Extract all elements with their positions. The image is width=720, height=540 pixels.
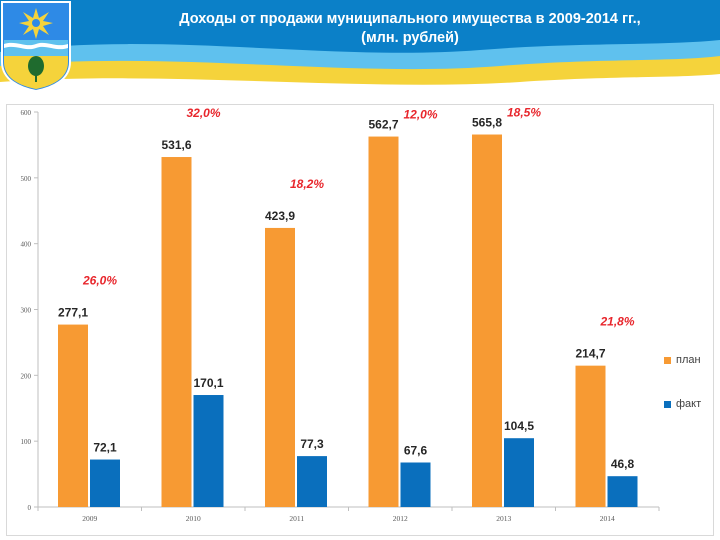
- bar-chart: 0 100 200 300 400 500 600 2009 277,1 72,1 26,0% 201…: [21, 106, 660, 523]
- percent-label-2012: 12,0%: [403, 108, 437, 122]
- bar-fact-2009: [90, 459, 120, 507]
- legend-swatch-plan: [664, 356, 671, 364]
- bar-plan-2011: [265, 227, 295, 507]
- y-tick-label-5: 500: [21, 175, 32, 183]
- x-tick-label-2011: 2011: [289, 514, 304, 523]
- bar-fact-2014: [607, 476, 638, 507]
- legend-label-plan: план: [676, 354, 701, 366]
- y-tick-label-4: 400: [21, 241, 32, 249]
- legend-swatch-fact: [664, 400, 671, 408]
- data-label-plan-2010: 531,6: [161, 138, 191, 152]
- header-background: [0, 0, 720, 108]
- header-banner: Доходы от продажи муниципального имущест…: [0, 0, 720, 108]
- x-tick-label-2009: 2009: [82, 514, 97, 523]
- percent-label-2010: 32,0%: [186, 106, 220, 120]
- title-line-2: (млн. рублей): [361, 30, 459, 46]
- data-label-fact-2011: 77,3: [300, 437, 324, 451]
- bar-fact-2011: [297, 456, 327, 507]
- data-label-fact-2014: 46,8: [611, 457, 635, 471]
- chart-area: 0 100 200 300 400 500 600 2009 277,1 72,1 26,0% 201…: [6, 104, 714, 536]
- y-tick-label-6: 600: [21, 109, 32, 117]
- x-tick-label-2012: 2012: [393, 514, 408, 523]
- x-tick-label-2010: 2010: [186, 514, 201, 523]
- x-tick-label-2014: 2014: [600, 514, 615, 523]
- data-label-plan-2013: 565,8: [472, 116, 502, 130]
- bar-fact-2013: [504, 438, 534, 507]
- percent-label-2013: 18,5%: [507, 106, 541, 120]
- bar-plan-2010: [161, 157, 192, 507]
- x-tick-label-2013: 2013: [496, 514, 511, 523]
- city-emblem-icon: [1, 1, 71, 92]
- title-line-1: Доходы от продажи муниципального имущест…: [179, 11, 641, 27]
- chart-title: Доходы от продажи муниципального имущест…: [110, 10, 710, 48]
- data-label-plan-2014: 214,7: [575, 347, 605, 361]
- legend-item-fact: факт: [664, 396, 701, 412]
- percent-label-2009: 26,0%: [82, 274, 117, 288]
- bar-fact-2012: [400, 462, 431, 507]
- data-label-fact-2012: 67,6: [404, 443, 428, 457]
- percent-label-2011: 18,2%: [290, 177, 324, 191]
- y-tick-label-0: 0: [28, 504, 32, 512]
- legend: план факт: [664, 352, 701, 440]
- bar-plan-2009: [58, 324, 88, 507]
- data-label-fact-2009: 72,1: [93, 441, 117, 455]
- data-label-plan-2011: 423,9: [265, 209, 295, 223]
- bar-plan-2014: [575, 365, 606, 507]
- data-label-plan-2012: 562,7: [368, 118, 398, 132]
- bar-plan-2012: [368, 136, 399, 507]
- data-label-plan-2009: 277,1: [58, 306, 88, 320]
- data-label-fact-2013: 104,5: [504, 419, 534, 433]
- legend-label-fact: факт: [676, 398, 702, 410]
- bar-fact-2010: [193, 395, 224, 507]
- y-tick-label-2: 200: [21, 372, 32, 380]
- percent-label-2014: 21,8%: [599, 315, 634, 329]
- legend-item-plan: план: [664, 352, 701, 368]
- y-tick-label-3: 300: [21, 307, 32, 315]
- bar-plan-2013: [472, 134, 502, 507]
- data-label-fact-2010: 170,1: [193, 376, 223, 390]
- y-tick-label-1: 100: [21, 438, 32, 446]
